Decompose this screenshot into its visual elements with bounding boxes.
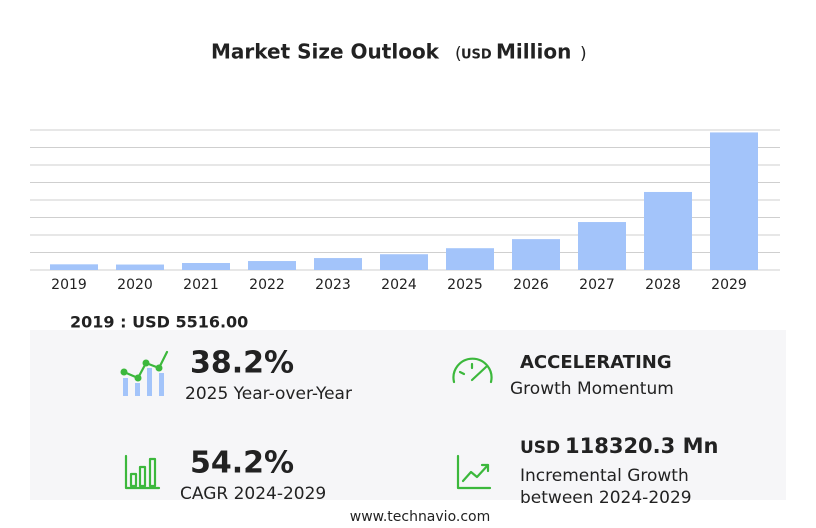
stat-value: 118320.3 Mn [565,434,718,458]
unit-open: ( [455,44,462,64]
bar [314,258,362,270]
unit-currency: USD [461,48,492,63]
stat-label: 2025 Year-over-Year [185,384,352,404]
x-tick-label: 2022 [249,277,285,293]
x-tick-label: 2020 [117,277,153,293]
x-tick-label: 2027 [579,277,615,293]
stat-label: CAGR 2024-2029 [180,484,326,504]
unit-close: ) [580,44,587,64]
bar [116,264,164,270]
bar [512,239,560,270]
stat-label: Growth Momentum [510,379,674,399]
bar [644,191,692,270]
yoy-icon [120,350,169,396]
bar [446,248,494,270]
stat-value: ACCELERATING [520,352,672,373]
incremental-icon [456,454,492,490]
unit-scale: Million [496,40,571,64]
stat-label: Incremental Growth [520,466,689,486]
x-tick-label: 2023 [315,277,351,293]
x-tick-label: 2028 [645,277,681,293]
x-tick-label: 2026 [513,277,549,293]
bar [380,254,428,270]
stat-value: 54.2% [190,446,294,481]
stat-value: 38.2% [190,346,294,381]
bar [710,132,758,270]
bar [248,261,296,270]
x-tick-label: 2029 [711,277,747,293]
x-tick-label: 2019 [51,277,87,293]
bar [182,263,230,270]
x-tick-label: 2025 [447,277,483,293]
bar [50,264,98,270]
footer: www.technavio.com [350,509,491,525]
bar [578,222,626,270]
cagr-icon [124,454,161,490]
stat-label: between 2024-2029 [520,488,692,508]
gauge-icon [452,357,493,384]
x-tick-label: 2024 [381,277,417,293]
x-tick-label: 2021 [183,277,219,293]
chart-title: Market Size Outlook [211,40,440,64]
base-value: 2019 : USD 5516.00 [70,313,248,332]
stat-prefix: USD [520,438,560,458]
